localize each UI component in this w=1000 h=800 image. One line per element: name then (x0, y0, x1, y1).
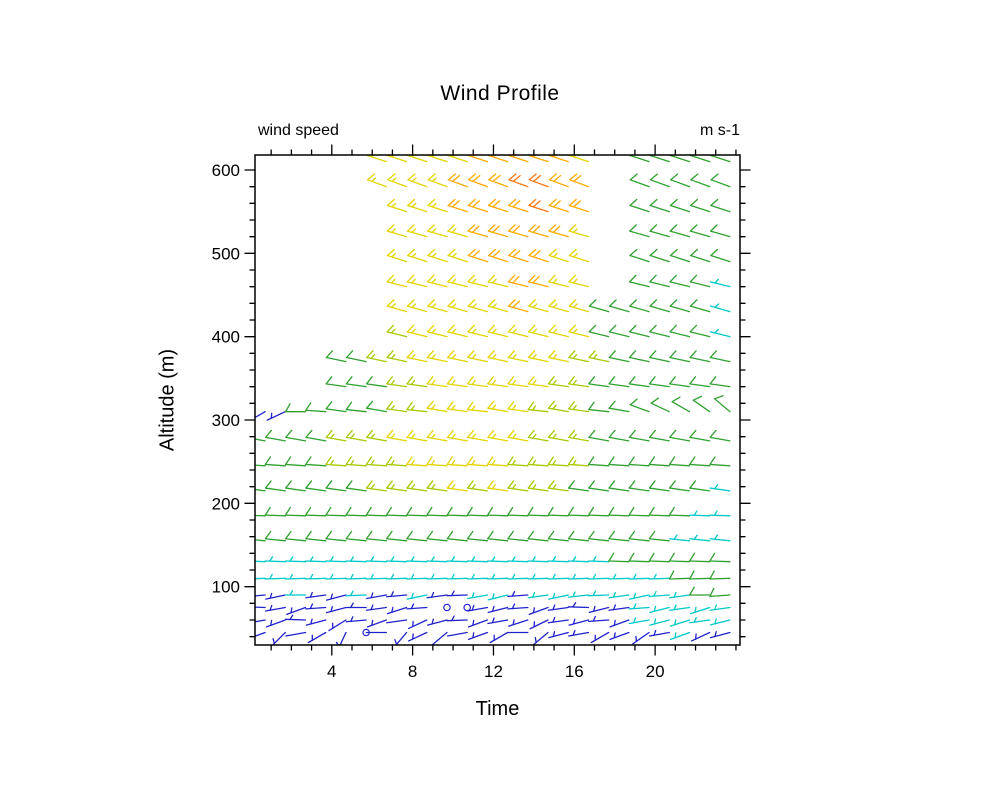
svg-text:4: 4 (327, 662, 336, 681)
tick-labels-group: 4 8 12 16 20 100 200 300 400 500 600 (212, 161, 665, 681)
right-subtitle-units: m s-1 (700, 122, 740, 139)
left-subtitle: wind speed (258, 122, 339, 139)
chart-title: Wind Profile (440, 82, 560, 105)
svg-text:16: 16 (565, 662, 584, 681)
svg-text:200: 200 (212, 494, 240, 513)
axes-group (244, 144, 751, 656)
svg-text:600: 600 (212, 161, 240, 180)
wind-barbs-group (255, 155, 731, 645)
svg-text:300: 300 (212, 411, 240, 430)
svg-text:100: 100 (212, 578, 240, 597)
svg-text:12: 12 (484, 662, 503, 681)
svg-text:400: 400 (212, 328, 240, 347)
x-axis-label: Time (475, 698, 520, 720)
svg-text:500: 500 (212, 244, 240, 263)
svg-text:8: 8 (408, 662, 417, 681)
svg-text:20: 20 (646, 662, 665, 681)
